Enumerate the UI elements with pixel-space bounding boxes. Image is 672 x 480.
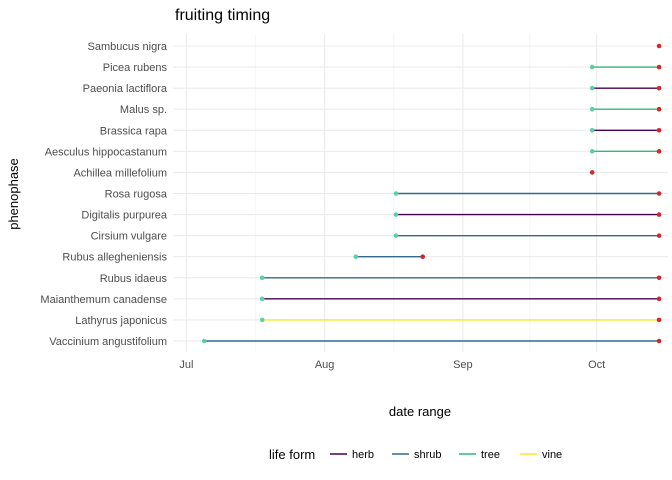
end-point xyxy=(589,170,595,175)
x-tick-labels: Jul Aug Sep Oct xyxy=(179,359,605,371)
start-point xyxy=(589,127,595,133)
y-tick-label: Achillea millefolium xyxy=(73,167,167,179)
y-tick-label: Rubus idaeus xyxy=(100,273,168,285)
y-tick-label: Paeonia lactiflora xyxy=(83,83,168,95)
start-point xyxy=(393,233,399,238)
end-point xyxy=(656,233,662,238)
y-tick-label: Rubus allegheniensis xyxy=(62,252,167,264)
end-point xyxy=(656,149,662,154)
legend-label-tree: tree xyxy=(481,449,500,461)
start-point xyxy=(259,296,265,302)
y-tick-label: Aesculus hippocastanum xyxy=(45,146,167,158)
y-tick-label: Rosa rugosa xyxy=(105,189,168,201)
y-tick-label: Lathyrus japonicus xyxy=(75,315,167,327)
start-point xyxy=(589,106,595,112)
y-tick-label: Digitalis purpurea xyxy=(81,210,167,222)
end-point xyxy=(656,212,662,217)
start-point xyxy=(589,64,595,70)
x-tick-label: Jul xyxy=(179,359,193,371)
legend-label-vine: vine xyxy=(542,449,562,461)
end-point xyxy=(656,64,662,70)
end-point xyxy=(656,43,662,49)
end-point xyxy=(656,296,662,302)
start-point xyxy=(201,338,207,344)
end-point xyxy=(656,191,662,196)
x-axis-title: date range xyxy=(389,404,451,419)
y-tick-label: Vaccinium angustifolium xyxy=(49,336,167,348)
end-point xyxy=(656,85,662,91)
start-point xyxy=(393,191,399,196)
y-axis-title: phenophase xyxy=(6,158,21,230)
x-tick-label: Sep xyxy=(453,359,473,371)
start-point xyxy=(353,254,359,260)
y-tick-labels: Vaccinium angustifolium Lathyrus japonicu… xyxy=(40,41,167,348)
chart-title: fruiting timing xyxy=(175,7,270,24)
y-tick-label: Brassica rapa xyxy=(100,125,168,137)
x-tick-label: Aug xyxy=(315,359,335,371)
start-point xyxy=(589,85,595,91)
end-point xyxy=(656,317,662,323)
legend: life form herb shrub tree vine xyxy=(269,447,562,462)
start-point xyxy=(259,275,265,281)
start-point xyxy=(589,149,595,154)
x-tick-label: Oct xyxy=(588,359,605,371)
end-point xyxy=(656,338,662,344)
timing-points xyxy=(201,43,662,344)
y-tick-label: Sambucus nigra xyxy=(88,41,168,53)
y-tick-label: Picea rubens xyxy=(103,62,168,74)
end-point xyxy=(420,254,426,260)
end-point xyxy=(656,275,662,281)
start-point xyxy=(259,317,265,323)
y-tick-label: Cirsium vulgare xyxy=(91,231,167,243)
y-tick-label: Maianthemum canadense xyxy=(40,294,167,306)
legend-label-herb: herb xyxy=(352,449,374,461)
legend-title: life form xyxy=(269,447,315,462)
timing-segments xyxy=(204,66,660,342)
y-tick-label: Malus sp. xyxy=(120,104,167,116)
end-point xyxy=(656,127,662,133)
start-point xyxy=(393,212,399,217)
end-point xyxy=(656,106,662,112)
legend-label-shrub: shrub xyxy=(414,449,442,461)
